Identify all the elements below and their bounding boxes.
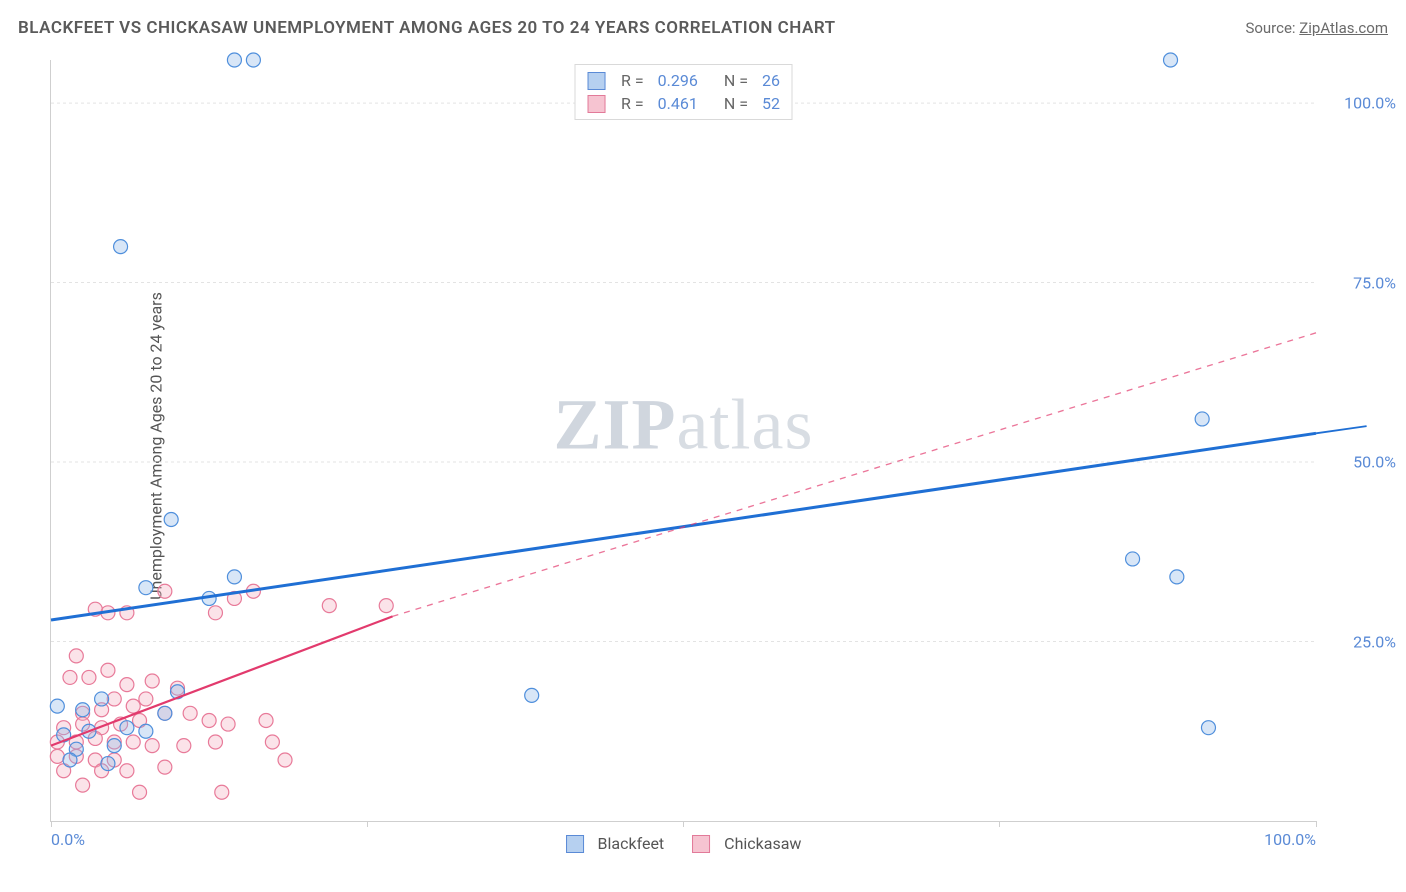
stat-R-label: R = bbox=[621, 94, 644, 113]
source-link[interactable]: ZipAtlas.com bbox=[1299, 19, 1388, 37]
legend-label-chickasaw: Chickasaw bbox=[724, 834, 801, 853]
stat-R-label: R = bbox=[621, 71, 644, 90]
swatch-chickasaw bbox=[692, 835, 710, 853]
stat-N-label: N = bbox=[724, 71, 748, 90]
legend-stats-row-blackfeet: R = 0.296 N = 26 bbox=[587, 69, 780, 92]
swatch-blackfeet bbox=[587, 72, 605, 90]
x-tick-label: 100.0% bbox=[1264, 830, 1316, 849]
stat-N-blackfeet: 26 bbox=[762, 71, 780, 90]
y-tick-label: 75.0% bbox=[1326, 273, 1396, 292]
source-prefix: Source: bbox=[1245, 19, 1299, 37]
y-tick-label: 50.0% bbox=[1326, 453, 1396, 472]
legend-label-blackfeet: Blackfeet bbox=[598, 834, 665, 853]
chart-title: BLACKFEET VS CHICKASAW UNEMPLOYMENT AMON… bbox=[18, 18, 836, 38]
y-tick-label: 25.0% bbox=[1326, 632, 1396, 651]
legend-series: Blackfeet Chickasaw bbox=[566, 834, 802, 853]
swatch-blackfeet bbox=[566, 835, 584, 853]
y-tick-label: 100.0% bbox=[1326, 94, 1396, 113]
source-attribution: Source: ZipAtlas.com bbox=[1245, 19, 1388, 37]
stat-R-blackfeet: 0.296 bbox=[658, 71, 698, 90]
x-tick-label: 0.0% bbox=[51, 830, 85, 849]
legend-item-blackfeet: Blackfeet bbox=[566, 834, 665, 853]
legend-stats: R = 0.296 N = 26 R = 0.461 N = 52 bbox=[574, 64, 793, 120]
chart-svg bbox=[51, 60, 1316, 821]
legend-stats-row-chickasaw: R = 0.461 N = 52 bbox=[587, 92, 780, 115]
stat-N-label: N = bbox=[724, 94, 748, 113]
stat-N-chickasaw: 52 bbox=[762, 94, 780, 113]
chart-plot-area: ZIPatlas R = 0.296 N = 26 R = 0.461 N = … bbox=[50, 60, 1316, 822]
legend-item-chickasaw: Chickasaw bbox=[692, 834, 801, 853]
swatch-chickasaw bbox=[587, 95, 605, 113]
stat-R-chickasaw: 0.461 bbox=[658, 94, 698, 113]
